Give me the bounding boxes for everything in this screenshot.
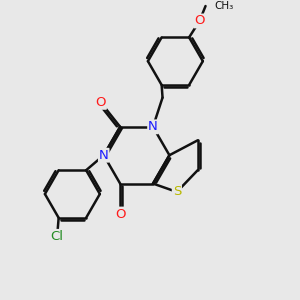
Text: S: S bbox=[173, 185, 181, 198]
Text: N: N bbox=[148, 120, 158, 133]
Text: N: N bbox=[99, 149, 109, 162]
Text: CH₃: CH₃ bbox=[214, 1, 234, 11]
Text: Cl: Cl bbox=[51, 230, 64, 243]
Text: O: O bbox=[115, 208, 125, 220]
Text: O: O bbox=[95, 96, 106, 109]
Text: O: O bbox=[194, 14, 205, 28]
